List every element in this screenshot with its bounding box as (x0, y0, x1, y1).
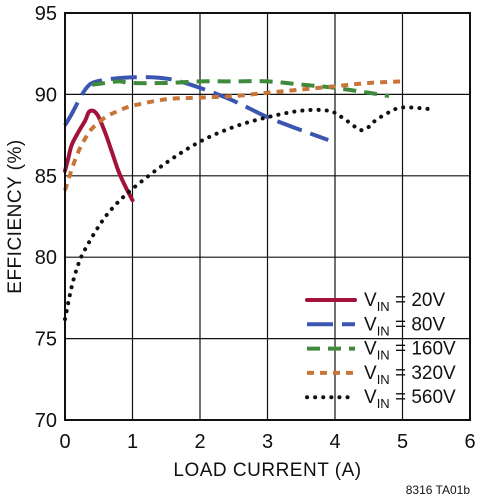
legend-subscript: IN (377, 323, 390, 338)
x-tick-label: 1 (127, 431, 138, 453)
y-tick-label: 85 (35, 166, 57, 188)
legend-item: VIN = 80V (307, 314, 445, 338)
figure-footnote: 8316 TA01b (406, 483, 471, 497)
legend-label: VIN = 160V (364, 339, 456, 363)
y-tick-label: 95 (35, 3, 57, 25)
legend-v: V (364, 387, 377, 408)
legend-v: V (364, 339, 377, 360)
legend-value: = 80V (390, 314, 446, 335)
y-axis-label: EFFICIENCY (%) (5, 139, 26, 293)
series-line-v-in-20v (63, 108, 135, 203)
legend-item: VIN = 560V (305, 387, 456, 411)
x-tick-label: 3 (262, 431, 273, 453)
series-line-v-in-320v (63, 79, 403, 192)
legend-value: = 160V (390, 339, 456, 360)
x-tick-label: 2 (194, 431, 205, 453)
series-layer (63, 75, 432, 322)
legend-subscript: IN (377, 372, 390, 387)
legend-v: V (364, 363, 377, 384)
series-line-v-in-160v (91, 79, 390, 99)
legend-subscript: IN (377, 396, 390, 411)
series-line-v-in-80v (63, 75, 329, 142)
legend-subscript: IN (377, 299, 390, 314)
legend-value: = 560V (390, 387, 456, 408)
legend-subscript: IN (377, 348, 390, 363)
x-axis-label: LOAD CURRENT (A) (173, 460, 361, 481)
series-line-v-in-560v (63, 105, 432, 322)
legend-v: V (364, 290, 377, 311)
legend-value: = 320V (390, 363, 456, 384)
legend-item: VIN = 20V (305, 290, 445, 314)
y-tick-label: 75 (35, 329, 57, 351)
legend-v: V (364, 314, 377, 335)
y-tick-label: 80 (35, 247, 57, 269)
y-tick-label: 90 (35, 84, 57, 106)
x-tick-label: 4 (329, 431, 340, 453)
legend-value: = 20V (390, 290, 446, 311)
legend-label: VIN = 560V (364, 387, 456, 411)
y-tick-labels: 70 75 80 85 90 95 (35, 3, 57, 432)
legend-item: VIN = 320V (307, 363, 456, 387)
x-tick-labels: 0 1 2 3 4 5 6 (59, 431, 475, 453)
y-tick-label: 70 (35, 410, 57, 432)
plot-frame (64, 12, 471, 421)
x-tick-label: 5 (397, 431, 408, 453)
legend-item: VIN = 160V (307, 339, 456, 363)
legend-label: VIN = 20V (364, 290, 445, 314)
x-tick-label: 0 (59, 431, 70, 453)
legend-label: VIN = 80V (364, 314, 445, 338)
legend-label: VIN = 320V (364, 363, 456, 387)
x-tick-label: 6 (464, 431, 475, 453)
